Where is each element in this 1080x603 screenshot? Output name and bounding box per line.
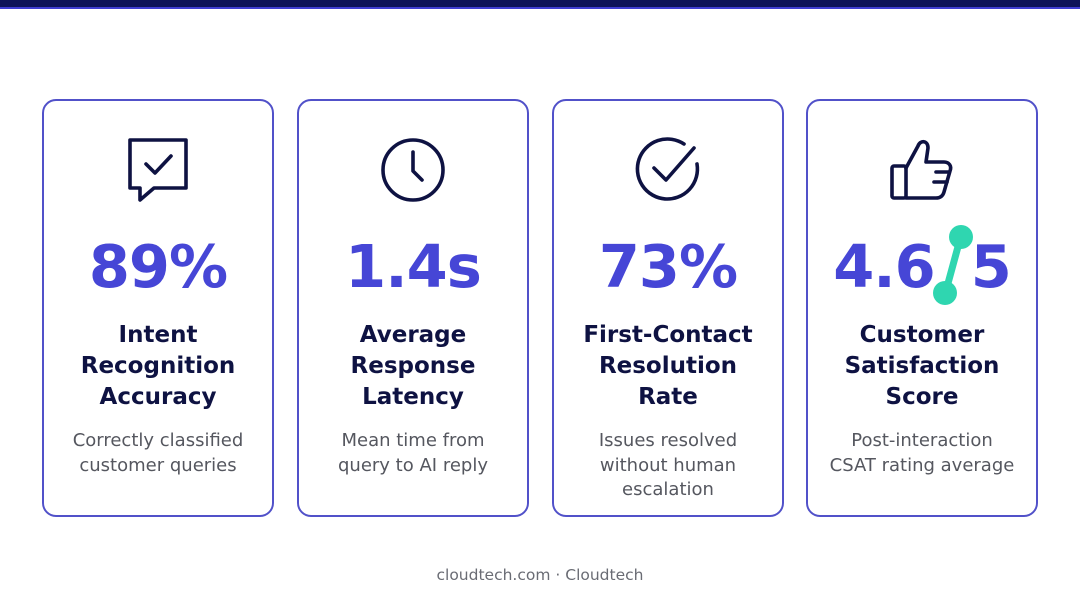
thumbs-up-icon: [886, 134, 958, 206]
metric-description: Post-interaction CSAT rating average: [829, 430, 1015, 476]
top-accent-bar: [0, 0, 1080, 9]
metric-value: 73%: [598, 232, 738, 301]
metric-value: 1.4s: [345, 232, 482, 301]
metric-description: Mean time from query to AI reply: [338, 430, 488, 476]
metric-label: Customer Satisfaction Score: [844, 322, 1000, 410]
rating-separator: [932, 225, 973, 305]
metric-value: 4.6 5: [808, 225, 1036, 305]
metric-description: Issues resolved without human escalation: [598, 430, 738, 500]
metric-card-response-latency: 1.4s Average Response Latency Mean time …: [297, 99, 529, 517]
metric-card-intent-accuracy: 89% Intent Recognition Accuracy Correctl…: [42, 99, 274, 517]
check-circle-icon: [632, 134, 704, 206]
metric-label: First-Contact Resolution Rate: [583, 322, 753, 410]
metric-description: Correctly classified customer queries: [72, 430, 244, 476]
metric-label: Average Response Latency: [350, 322, 476, 410]
metric-label: Intent Recognition Accuracy: [80, 322, 236, 410]
metric-value: 89%: [88, 232, 228, 301]
metric-card-customer-satisfaction: 4.6 5 Customer Satisfaction Score Post-in…: [806, 99, 1038, 517]
footer-text: cloudtech.com · Cloudtech: [436, 566, 644, 584]
clock-icon: [377, 134, 449, 206]
metric-card-first-contact-resolution: 73% First-Contact Resolution Rate Issues…: [552, 99, 784, 517]
chat-check-icon: [122, 134, 194, 206]
